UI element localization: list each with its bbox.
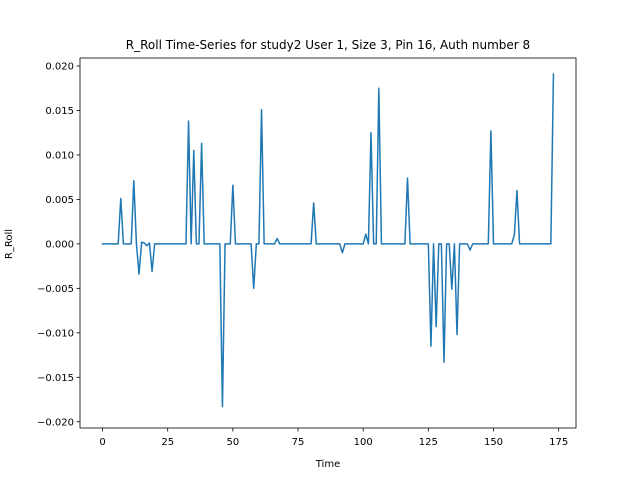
x-tick-label: 100	[354, 437, 373, 448]
x-tick-label: 50	[226, 437, 239, 448]
y-tick-label: 0.005	[45, 195, 74, 206]
y-tick-label: 0.010	[45, 150, 74, 161]
series-line-0	[101, 73, 555, 408]
y-tick-label: −0.010	[37, 328, 74, 339]
y-tick-label: −0.015	[37, 373, 74, 384]
y-axis-label: R_Roll	[4, 229, 15, 259]
x-tick-label: 75	[292, 437, 305, 448]
chart-title: R_Roll Time-Series for study2 User 1, Si…	[126, 38, 530, 52]
x-tick-label: 150	[484, 437, 503, 448]
axes: 0 25 50 75 100 125 150 175 −0.020 −0.015 −0.010 −0.…	[37, 57, 577, 448]
y-tick-label: 0.015	[45, 106, 74, 117]
x-axis-label: Time	[315, 459, 340, 470]
y-tick-label: −0.020	[37, 417, 74, 428]
y-tick-label: −0.005	[37, 284, 74, 295]
plot-area	[101, 73, 555, 408]
y-tick-label: 0.020	[45, 62, 74, 73]
x-tick-label: 125	[419, 437, 438, 448]
x-tick-label: 25	[161, 437, 174, 448]
y-tick-label: 0.000	[45, 239, 74, 250]
x-tick-label: 175	[549, 437, 568, 448]
axes-frame	[79, 57, 577, 429]
x-tick-label: 0	[99, 437, 105, 448]
